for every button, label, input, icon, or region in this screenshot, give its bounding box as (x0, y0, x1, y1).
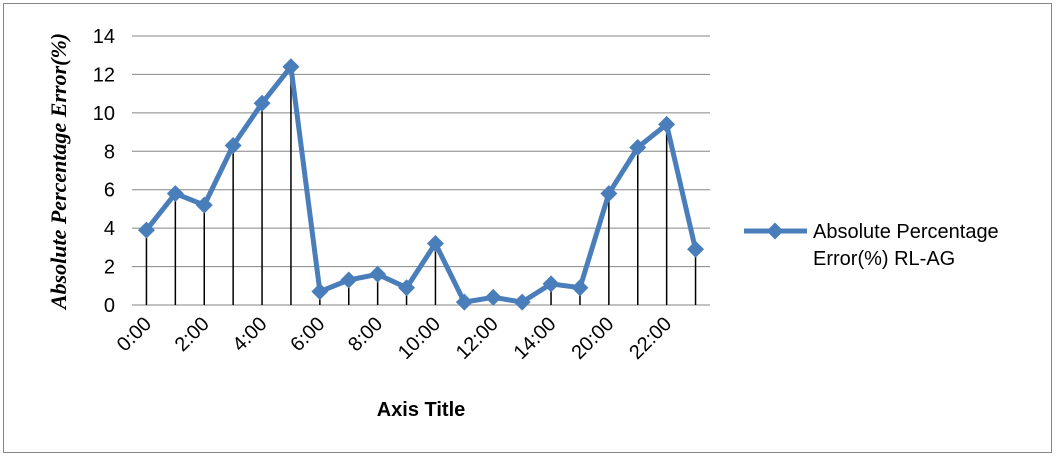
data-point (340, 271, 358, 289)
data-point (658, 115, 676, 133)
y-tick-labels: 0 2 4 6 8 10 12 14 (93, 26, 115, 317)
x-tick-label: 22:00 (625, 313, 676, 364)
y-axis-label: Absolute Percentage Error(%) (46, 33, 71, 311)
drop-lines (145, 66, 697, 305)
data-point (600, 185, 618, 203)
x-tick-labels: 0:00 2:00 4:00 6:00 8:00 10:00 12:00 14:00 20:00… (113, 313, 676, 364)
x-tick-label: 14:00 (510, 313, 561, 364)
x-tick-label: 10:00 (394, 313, 445, 364)
y-tick-label: 4 (104, 218, 115, 240)
data-point (195, 196, 213, 214)
data-point (224, 137, 242, 155)
data-point (629, 138, 647, 156)
y-tick-label: 6 (104, 180, 115, 202)
legend-label-line1: Absolute Percentage (813, 221, 999, 243)
x-tick-label: 20:00 (567, 313, 618, 364)
y-tick-label: 8 (104, 141, 115, 163)
data-point (369, 265, 387, 283)
x-axis-label: Axis Title (377, 399, 466, 421)
legend-marker (766, 222, 784, 240)
data-point (542, 275, 560, 293)
data-point (513, 293, 531, 311)
data-point (455, 293, 473, 311)
series-line (144, 64, 698, 305)
data-point (687, 240, 705, 258)
data-point (253, 94, 271, 112)
x-tick-label: 2:00 (171, 313, 214, 356)
x-tick-label: 12:00 (452, 313, 503, 364)
x-tick-label: 6:00 (286, 313, 329, 356)
data-point (571, 279, 589, 297)
y-tick-label: 14 (93, 26, 115, 48)
data-point (311, 283, 329, 301)
data-point (166, 185, 184, 203)
y-tick-label: 2 (104, 257, 115, 279)
data-point (398, 279, 416, 297)
x-tick-label: 4:00 (228, 313, 271, 356)
y-tick-label: 10 (93, 103, 115, 125)
y-tick-label: 0 (104, 295, 115, 317)
x-tick-label: 0:00 (113, 313, 156, 356)
series-group (137, 58, 705, 311)
data-point (426, 235, 444, 252)
data-point (484, 288, 502, 306)
legend-label-line2: Error(%) RL-AG (813, 248, 955, 270)
y-tick-label: 12 (93, 64, 115, 86)
data-point (137, 221, 155, 239)
x-tick-label: 8:00 (344, 313, 387, 356)
legend: Absolute Percentage Error(%) RL-AG (744, 221, 999, 270)
